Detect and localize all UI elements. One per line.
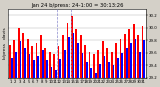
Bar — [77, 43, 79, 78]
Bar — [115, 43, 117, 78]
Bar — [73, 33, 75, 78]
Bar — [89, 52, 90, 78]
Bar — [15, 52, 17, 78]
Bar — [62, 35, 64, 78]
Bar — [108, 62, 110, 78]
Bar — [20, 41, 21, 78]
Bar — [11, 58, 13, 78]
Bar — [42, 50, 44, 78]
Bar — [84, 45, 86, 78]
Bar — [44, 48, 46, 78]
Bar — [60, 59, 61, 78]
Bar — [121, 53, 123, 78]
Bar — [135, 39, 136, 78]
Bar — [27, 39, 28, 78]
Bar — [13, 40, 15, 78]
Bar — [99, 64, 101, 78]
Bar — [40, 35, 42, 78]
Bar — [22, 33, 24, 78]
Bar — [46, 60, 48, 78]
Bar — [90, 68, 92, 78]
Bar — [51, 67, 52, 78]
Bar — [130, 43, 132, 78]
Bar — [18, 28, 20, 78]
Bar — [102, 41, 104, 78]
Bar — [111, 52, 112, 78]
Bar — [55, 70, 57, 78]
Bar — [133, 24, 135, 78]
Bar — [36, 43, 37, 78]
Bar — [124, 34, 126, 78]
Bar — [106, 48, 108, 78]
Bar — [68, 37, 70, 78]
Bar — [128, 29, 130, 78]
Bar — [75, 29, 77, 78]
Bar — [120, 39, 121, 78]
Bar — [37, 56, 39, 78]
Bar — [95, 73, 97, 78]
Bar — [71, 16, 73, 78]
Bar — [137, 35, 139, 78]
Bar — [64, 50, 66, 78]
Title: Jan 24 b/press: 24-1:00 = 30:13:26: Jan 24 b/press: 24-1:00 = 30:13:26 — [31, 3, 123, 8]
Bar — [80, 35, 82, 78]
Bar — [104, 56, 105, 78]
Bar — [28, 54, 30, 78]
Bar — [144, 40, 145, 78]
Bar — [31, 46, 33, 78]
Bar — [142, 26, 144, 78]
Bar — [139, 52, 141, 78]
Bar — [53, 54, 55, 78]
Bar — [86, 62, 88, 78]
Y-axis label: b/press   davis: b/press davis — [3, 28, 7, 59]
Bar — [93, 54, 95, 78]
Bar — [9, 45, 11, 78]
Bar — [33, 60, 35, 78]
Bar — [117, 58, 119, 78]
Bar — [24, 48, 26, 78]
Bar — [49, 52, 51, 78]
Bar — [97, 50, 99, 78]
Bar — [112, 65, 114, 78]
Bar — [58, 46, 60, 78]
Bar — [67, 23, 68, 78]
Bar — [126, 48, 128, 78]
Bar — [82, 53, 83, 78]
